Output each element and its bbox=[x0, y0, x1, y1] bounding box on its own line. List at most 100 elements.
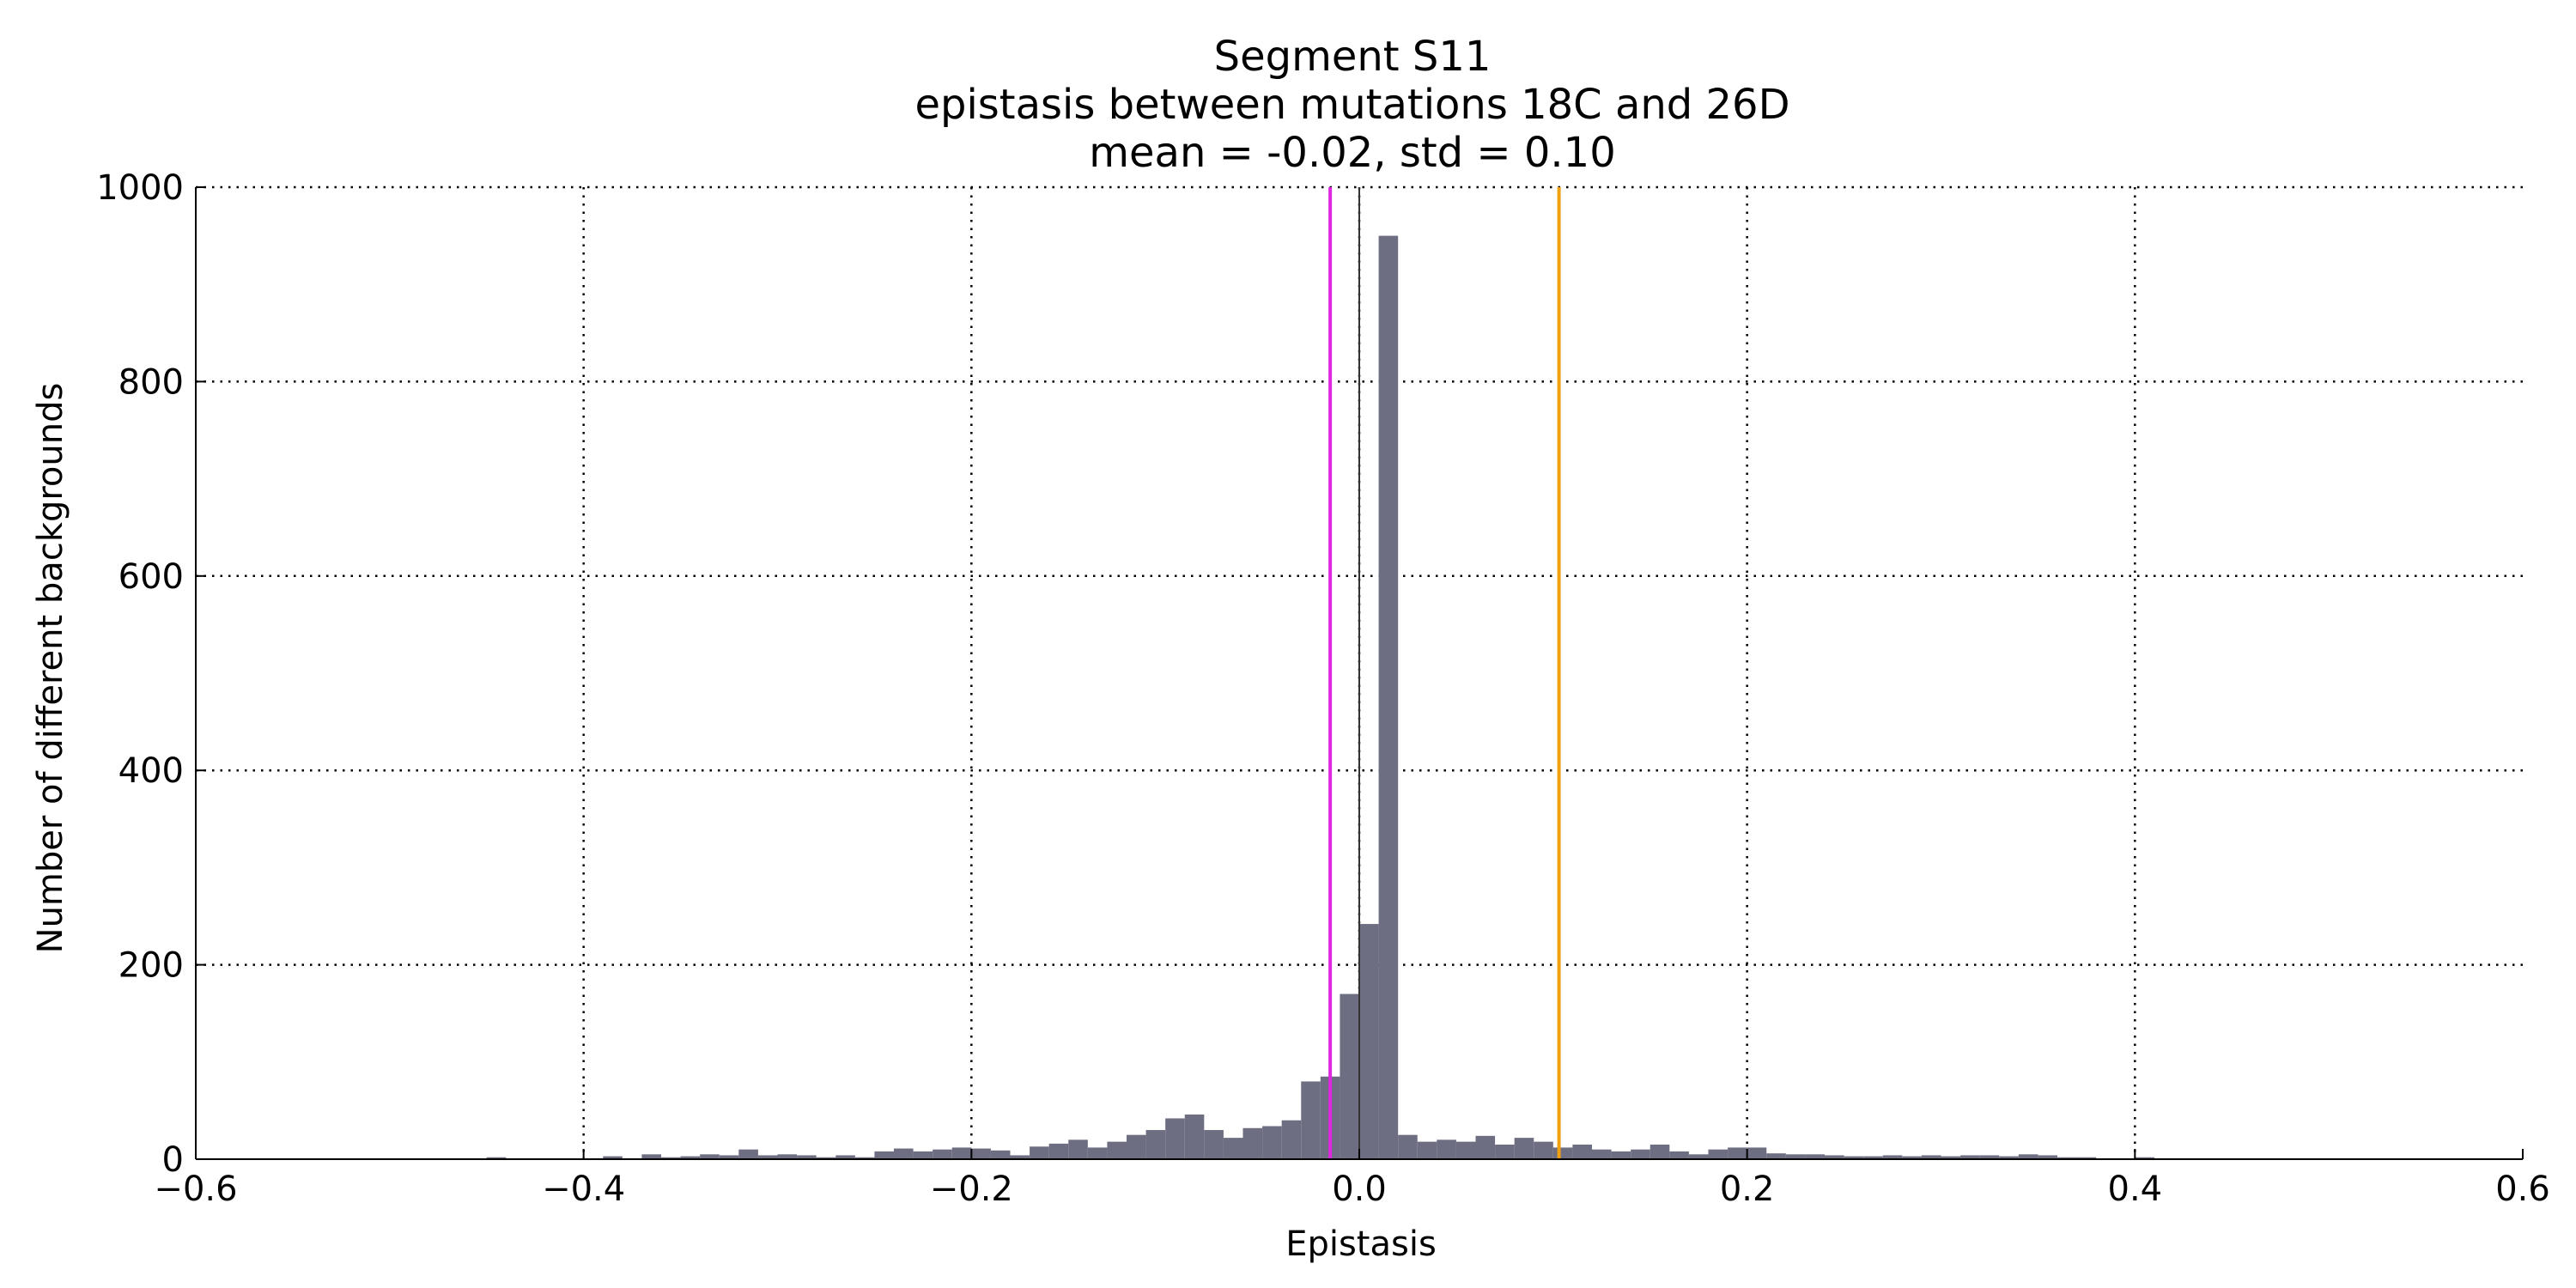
histogram-bar bbox=[2076, 1157, 2097, 1159]
histogram-bar bbox=[1495, 1145, 1515, 1159]
histogram-bar bbox=[1728, 1147, 1747, 1159]
histogram-bar bbox=[1398, 1134, 1418, 1159]
histogram-bar bbox=[2038, 1155, 2057, 1159]
histogram-bars bbox=[196, 235, 2523, 1160]
x-tick-label: −0.2 bbox=[930, 1170, 1013, 1209]
histogram-bar bbox=[1242, 1127, 1263, 1159]
histogram-bar bbox=[1184, 1114, 1205, 1159]
y-tick-label: 400 bbox=[118, 751, 184, 791]
histogram-bar bbox=[894, 1148, 914, 1159]
x-tick-label: −0.4 bbox=[542, 1170, 625, 1209]
y-axis-label: Number of different backgrounds bbox=[31, 383, 70, 954]
histogram-bar bbox=[603, 1156, 623, 1159]
x-axis-ticks: −0.6 −0.4 −0.2 0.0 0.2 0.4 0.6 bbox=[154, 1149, 2550, 1209]
histogram-bar bbox=[1378, 235, 1399, 1160]
histogram-bar bbox=[1030, 1146, 1049, 1159]
y-tick-label: 600 bbox=[118, 557, 184, 597]
histogram-bar bbox=[1165, 1118, 1185, 1159]
histogram-bar bbox=[1669, 1151, 1689, 1159]
histogram-bar bbox=[1552, 1147, 1573, 1159]
histogram-bar bbox=[797, 1155, 817, 1159]
histogram-bar bbox=[1649, 1145, 1670, 1159]
histogram-bar bbox=[1340, 993, 1359, 1159]
histogram-bar bbox=[1805, 1154, 1825, 1159]
histogram-bar bbox=[1825, 1155, 1844, 1159]
histogram-bar bbox=[1281, 1120, 1302, 1159]
chart-title: Segment S11 epistasis between mutations … bbox=[914, 33, 1789, 177]
histogram-bar bbox=[641, 1154, 661, 1159]
histogram-bar bbox=[700, 1154, 720, 1159]
histogram-bar bbox=[1475, 1135, 1496, 1159]
histogram-bar bbox=[933, 1149, 952, 1159]
histogram-bar bbox=[854, 1157, 875, 1159]
histogram-bar bbox=[1979, 1155, 2000, 1159]
histogram-bar bbox=[1941, 1156, 1961, 1159]
histogram-bar bbox=[1747, 1147, 1767, 1159]
histogram-bar bbox=[1688, 1154, 1709, 1159]
title-line-3: mean = -0.02, std = 0.10 bbox=[1089, 129, 1615, 177]
x-axis-label: Epistasis bbox=[1285, 1224, 1437, 1264]
histogram-bar bbox=[1611, 1151, 1631, 1159]
histogram-bar bbox=[1960, 1155, 1980, 1159]
histogram-bar bbox=[738, 1149, 758, 1159]
histogram-bar bbox=[913, 1151, 933, 1159]
histogram-bar bbox=[486, 1157, 507, 1159]
y-axis-ticks: 0 200 400 600 800 1000 bbox=[96, 168, 206, 1180]
histogram-bar bbox=[1145, 1130, 1166, 1159]
histogram-bar bbox=[719, 1155, 739, 1159]
y-tick-label: 800 bbox=[118, 362, 184, 402]
histogram-bar bbox=[680, 1156, 701, 1159]
histogram-bar bbox=[951, 1147, 972, 1159]
histogram-bar bbox=[1417, 1141, 1437, 1159]
histogram-bar bbox=[1107, 1141, 1127, 1159]
histogram-bar bbox=[1708, 1149, 1728, 1159]
histogram-bar bbox=[1572, 1145, 1592, 1159]
y-tick-label: 0 bbox=[162, 1140, 184, 1180]
y-tick-label: 200 bbox=[118, 946, 184, 986]
histogram-bar bbox=[1999, 1156, 2019, 1159]
x-tick-label: 0.2 bbox=[1720, 1170, 1775, 1209]
histogram-bar bbox=[661, 1157, 681, 1159]
histogram-bar bbox=[777, 1154, 798, 1159]
histogram-bar bbox=[1359, 924, 1379, 1159]
title-line-1: Segment S11 bbox=[1214, 33, 1492, 81]
histogram-bar bbox=[971, 1148, 991, 1159]
histogram-bar bbox=[1087, 1147, 1108, 1159]
histogram-bar bbox=[1514, 1138, 1534, 1159]
y-tick-label: 1000 bbox=[96, 168, 184, 208]
histogram-bar bbox=[1534, 1141, 1553, 1159]
histogram-bar bbox=[1301, 1081, 1321, 1159]
histogram-bar bbox=[1882, 1155, 1903, 1159]
histogram-bar bbox=[1455, 1141, 1476, 1159]
histogram-bar bbox=[1785, 1154, 1806, 1159]
histogram-bar bbox=[1902, 1156, 1922, 1159]
histogram-bar bbox=[2018, 1154, 2038, 1159]
histogram-bar bbox=[1048, 1143, 1069, 1159]
histogram-bar bbox=[1766, 1153, 1786, 1159]
histogram-bar bbox=[1204, 1130, 1224, 1159]
x-tick-label: 0.0 bbox=[1332, 1170, 1387, 1209]
x-tick-label: 0.4 bbox=[2108, 1170, 2163, 1209]
x-tick-label: −0.6 bbox=[154, 1170, 237, 1209]
histogram-bar bbox=[1223, 1138, 1243, 1159]
histogram-bar bbox=[2057, 1157, 2077, 1159]
histogram-bar bbox=[816, 1157, 836, 1159]
histogram-bar bbox=[1010, 1155, 1030, 1159]
histogram-bar bbox=[757, 1155, 778, 1159]
histogram-bar bbox=[1068, 1139, 1088, 1159]
histogram-bar bbox=[835, 1155, 855, 1159]
histogram-bar bbox=[1127, 1134, 1146, 1159]
histogram-bar bbox=[1437, 1139, 1456, 1159]
histogram-bar bbox=[1863, 1156, 1883, 1159]
histogram-bar bbox=[874, 1151, 894, 1159]
histogram-bar bbox=[990, 1150, 1011, 1159]
histogram-bar bbox=[1844, 1156, 1864, 1159]
x-tick-label: 0.6 bbox=[2495, 1170, 2550, 1209]
title-line-2: epistasis between mutations 18C and 26D bbox=[914, 81, 1789, 129]
histogram-bar bbox=[1592, 1149, 1612, 1159]
histogram-bar bbox=[1262, 1126, 1282, 1159]
histogram-bar bbox=[2135, 1157, 2154, 1159]
histogram-bar bbox=[1631, 1149, 1650, 1159]
histogram-bar bbox=[1921, 1155, 1941, 1159]
